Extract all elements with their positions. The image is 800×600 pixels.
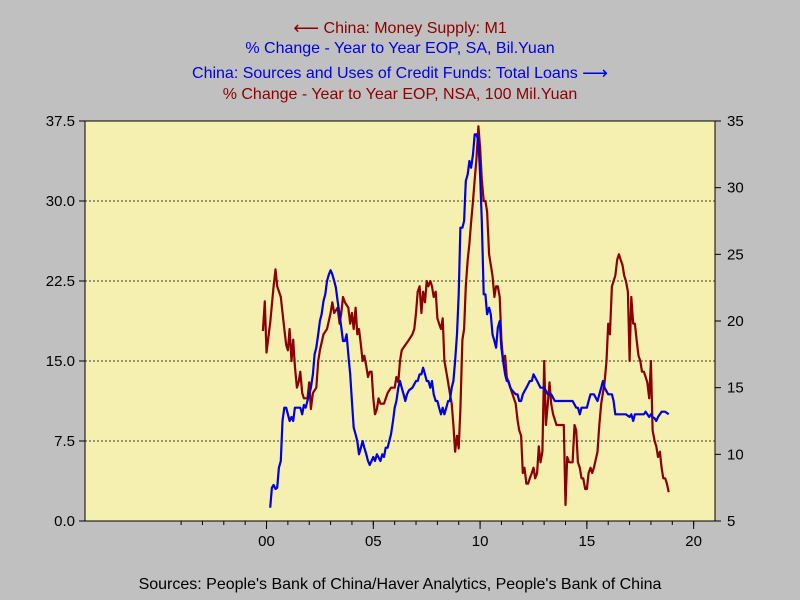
series-m1-line [261, 125, 670, 507]
y-left-tick-label: 22.5 [46, 273, 75, 290]
y-right-tick-label: 10 [727, 446, 744, 463]
y-left-tick-label: 15.0 [46, 353, 75, 370]
x-tick-label: 10 [472, 533, 489, 550]
series2-title-line: China: Sources and Uses of Credit Funds:… [0, 65, 800, 83]
series-lines [261, 125, 670, 508]
y-right-tick-label: 25 [727, 246, 744, 263]
y-right-tick-label: 30 [727, 180, 744, 197]
plot-area [84, 120, 716, 522]
x-tick-label: 00 [258, 533, 275, 550]
y-left-tick-label: 7.5 [54, 433, 75, 450]
y-left-tick-label: 37.5 [46, 113, 75, 130]
y-left-tick-label: 0.0 [54, 513, 75, 530]
left-arrow-icon: ⟵ [293, 18, 320, 39]
y-right-tick-label: 5 [727, 513, 735, 530]
x-tick-label: 20 [685, 533, 702, 550]
y-left-tick-label: 30.0 [46, 193, 75, 210]
series1-subtitle: % Change - Year to Year EOP, SA, Bil.Yua… [245, 40, 555, 57]
series-total-loans-line [269, 133, 670, 508]
series1-title: China: Money Supply: M1 [323, 20, 507, 37]
right-arrow-icon: ⟶ [582, 63, 608, 84]
y-right-tick-label: 20 [727, 313, 744, 330]
series2-subtitle: % Change - Year to Year EOP, NSA, 100 Mi… [222, 86, 578, 103]
grid-lines [85, 200, 715, 442]
axes: 0.0 7.5 15.0 22.5 30.0 37.5 5 10 15 20 25 30 35 00 05 1… [46, 113, 744, 550]
series2-title: China: Sources and Uses of Credit Funds:… [192, 65, 578, 82]
x-tick-label: 15 [579, 533, 596, 550]
x-tick-label: 05 [365, 533, 382, 550]
source-note: Sources: People's Bank of China/Haver An… [138, 576, 662, 593]
y-right-tick-label: 35 [727, 113, 744, 130]
y-right-tick-label: 15 [727, 380, 744, 397]
series1-title-line: ⟵ China: Money Supply: M1 [0, 20, 800, 38]
